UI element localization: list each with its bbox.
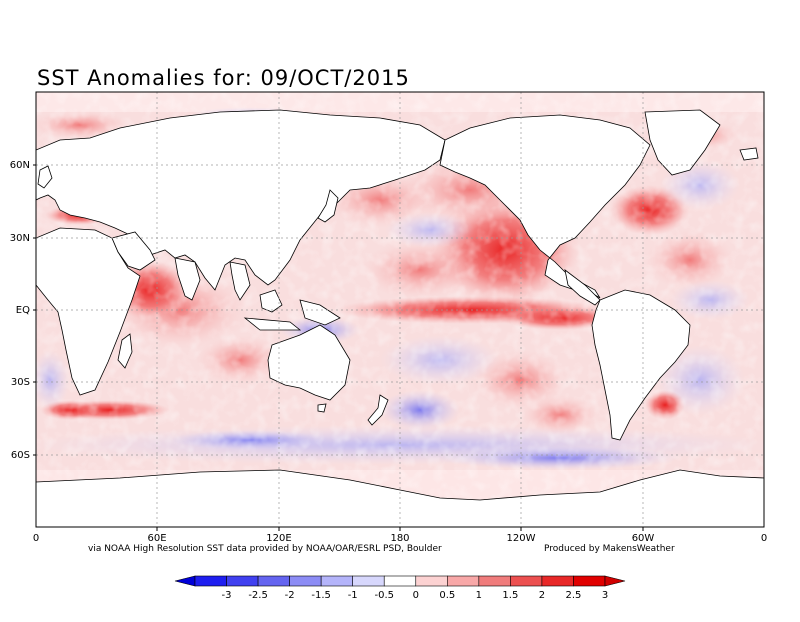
- lat-tick-label: EQ: [16, 305, 30, 316]
- legend-swatch: [289, 575, 322, 587]
- lon-tick-label: 120E: [266, 533, 291, 544]
- legend-swatch: [194, 575, 227, 587]
- legend-swatch: [226, 575, 259, 587]
- legend-swatch: [320, 575, 353, 587]
- lat-tick-label: 60N: [10, 160, 30, 171]
- chart-title: SST Anomalies for: 09/OCT/2015: [37, 66, 410, 90]
- legend-arrow-high: [604, 575, 626, 587]
- legend-label: -1.5: [311, 590, 331, 601]
- data-source-credit: via NOAA High Resolution SST data provid…: [88, 544, 442, 554]
- legend-label: -2: [285, 590, 295, 601]
- graticule: [36, 92, 764, 527]
- legend-swatch: [510, 575, 543, 587]
- lon-tick-label: 60W: [632, 533, 655, 544]
- legend-label: -2.5: [248, 590, 268, 601]
- lon-axis: 0 60E 120E 180 120W 60W 0: [33, 527, 767, 544]
- legend-swatch: [541, 575, 574, 587]
- legend-swatch: [257, 575, 290, 587]
- legend-swatch: [447, 575, 480, 587]
- legend-label: 0.5: [439, 590, 455, 601]
- legend-label: -0.5: [374, 590, 394, 601]
- lon-tick-label: 0: [761, 533, 767, 544]
- lon-tick-label: 120W: [507, 533, 536, 544]
- legend-arrow-low: [174, 575, 196, 587]
- legend-swatch: [352, 575, 385, 587]
- legend-swatch: [383, 575, 417, 587]
- anomaly-field: [36, 92, 764, 527]
- legend-label: -1: [348, 590, 358, 601]
- legend-label: -3: [222, 590, 232, 601]
- lat-tick-label: 30S: [11, 377, 30, 388]
- lon-tick-label: 0: [33, 533, 39, 544]
- legend-swatch: [478, 575, 511, 587]
- legend-label: 1: [476, 590, 482, 601]
- color-legend: -3 -2.5 -2 -1.5 -1 -0.5 0 0.5 1 1.5 2 2.5 3: [174, 575, 626, 601]
- legend-label: 3: [602, 590, 608, 601]
- lon-tick-label: 180: [390, 533, 409, 544]
- legend-swatch: [415, 575, 448, 587]
- legend-label: 0: [413, 590, 419, 601]
- lat-tick-label: 30N: [10, 233, 30, 244]
- lat-axis: 60N 30N EQ 30S 60S: [10, 160, 36, 461]
- lon-tick-label: 60E: [147, 533, 166, 544]
- legend-label: 1.5: [502, 590, 518, 601]
- lat-tick-label: 60S: [11, 450, 30, 461]
- legend-swatch: [573, 575, 606, 587]
- producer-credit: Produced by MakensWeather: [544, 544, 675, 554]
- legend-label: 2.5: [566, 590, 582, 601]
- legend-label: 2: [539, 590, 545, 601]
